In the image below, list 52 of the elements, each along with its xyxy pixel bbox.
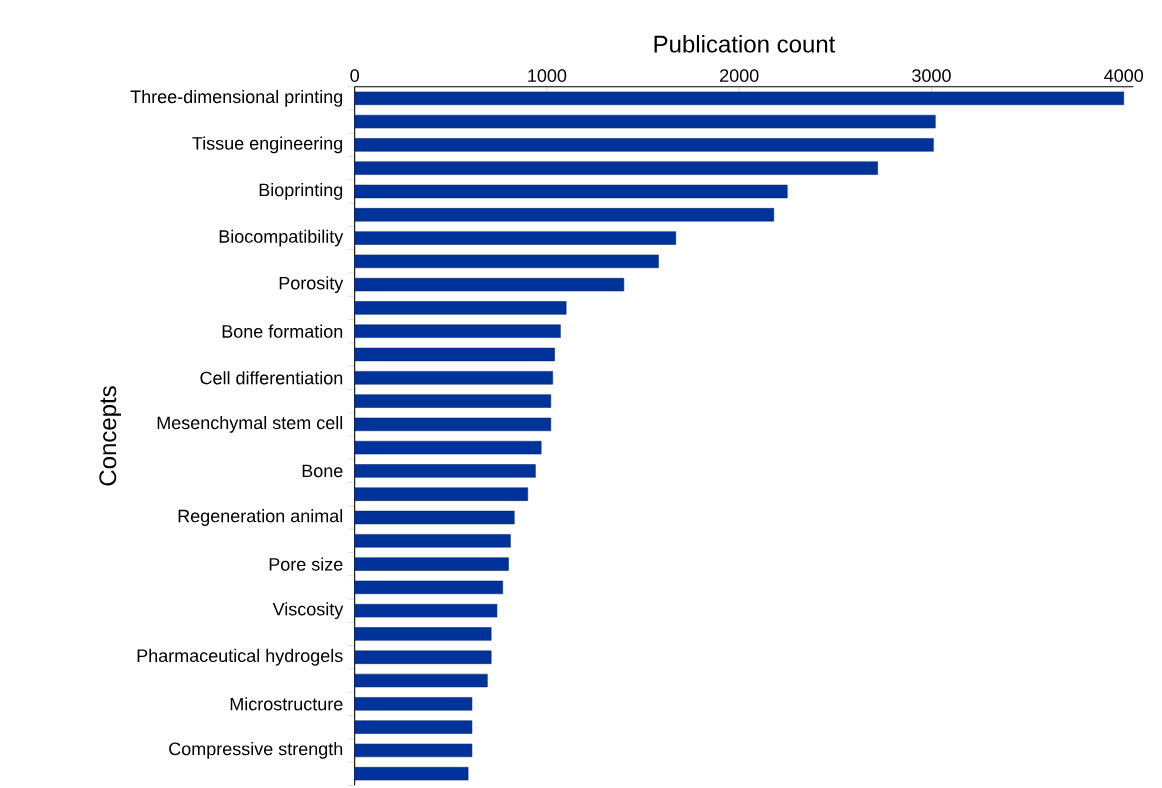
y-tick-label: Bioprinting [259, 183, 343, 200]
y-tick-label: Tissue engineering [192, 136, 343, 154]
bar [354, 161, 878, 175]
x-tick-label: 2000 [720, 69, 759, 82]
bar [354, 464, 536, 478]
bar [354, 394, 552, 408]
bar [354, 510, 515, 525]
x-tick-label: 1000 [528, 69, 567, 82]
x-tick-label: 0 [350, 69, 359, 82]
x-axis-title: Publication count [654, 34, 836, 53]
bar [354, 91, 1124, 105]
bar [354, 557, 509, 571]
bar [354, 534, 511, 548]
y-tick-label: Pharmaceutical hydrogels [137, 648, 343, 666]
y-tick-label: Microstructure [230, 697, 343, 711]
y-tick-label: Biocompatibility [219, 229, 344, 247]
bar [354, 650, 492, 664]
y-tick-label: Regeneration animal [178, 509, 343, 526]
y-tick-label: Three-dimensional printing [130, 89, 343, 107]
bar [354, 231, 677, 245]
y-tick-label: Cell differentiation [200, 371, 343, 385]
bar [354, 347, 555, 362]
bar [354, 208, 775, 222]
bar [354, 673, 488, 688]
bar [354, 487, 528, 501]
y-tick-label: Viscosity [272, 602, 344, 620]
bar [354, 114, 936, 129]
bar [354, 301, 567, 315]
bar [354, 254, 659, 269]
bar [354, 277, 625, 292]
bar [354, 697, 473, 711]
bar [354, 417, 552, 432]
bar [354, 743, 473, 758]
y-tick-label: Bone [302, 464, 343, 478]
bar [354, 184, 788, 199]
bar [354, 371, 553, 385]
y-tick-label: Mesenchymal stem cell [157, 415, 343, 433]
bar [354, 627, 492, 641]
bar [354, 138, 934, 152]
bar [354, 324, 561, 338]
y-tick-label: Compressive strength [169, 742, 343, 759]
y-tick-label: Porosity [279, 276, 344, 294]
x-tick-label: 3000 [912, 69, 951, 82]
bar [354, 440, 542, 455]
y-tick-label: Bone formation [222, 324, 343, 338]
bar [354, 604, 498, 618]
bar [354, 720, 473, 734]
x-tick-label: 4000 [1104, 69, 1144, 82]
bar [354, 580, 503, 595]
bar [354, 767, 469, 781]
y-tick-label: Pore size [269, 557, 343, 571]
y-axis-title: Concepts [99, 386, 122, 486]
